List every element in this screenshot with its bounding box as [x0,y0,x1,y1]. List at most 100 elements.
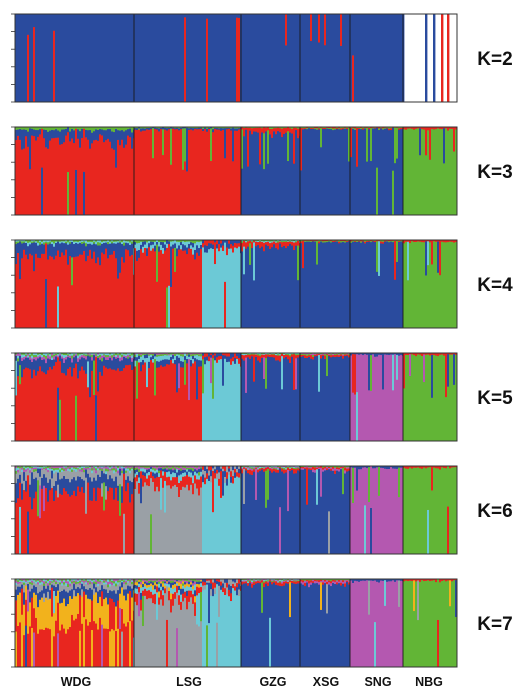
ancestry-segment [253,468,256,470]
ancestry-segment [33,14,36,28]
ancestry-segment [45,243,48,280]
ancestry-segment [192,363,195,442]
ancestry-segment [37,584,40,594]
ancestry-segment [67,353,70,355]
ancestry-segment [136,466,139,468]
ancestry-segment [285,353,288,355]
individual-bar [220,14,223,103]
ancestry-segment [121,243,124,258]
ancestry-segment [91,258,94,329]
ancestry-segment [63,589,66,599]
ancestry-segment [160,240,163,242]
ancestry-segment [47,127,50,132]
ancestry-segment [176,353,179,355]
ancestry-segment [447,506,450,555]
ancestry-segment [172,127,175,129]
ancestry-segment [53,243,56,247]
ancestry-segment [81,240,84,242]
ancestry-segment [261,354,264,358]
ancestry-segment [204,477,207,485]
ancestry-segment [35,14,38,103]
ancestry-segment [348,470,351,555]
ancestry-segment [37,354,40,357]
ancestry-segment [194,468,197,472]
individual-bar [348,14,351,103]
ancestry-segment [295,353,298,355]
ancestry-segment [340,240,343,243]
ancestry-segment [198,354,201,357]
ancestry-segment [61,242,64,253]
ancestry-segment [289,243,292,329]
ancestry-segment [67,240,70,243]
ancestry-segment [328,467,331,470]
ancestry-segment [421,466,424,469]
individual-bar [119,14,122,103]
ancestry-segment [435,355,438,442]
ancestry-segment [67,356,70,369]
ancestry-segment [202,474,205,483]
ancestry-segment [19,474,22,483]
ancestry-segment [134,473,137,478]
ancestry-segment [131,355,134,358]
ancestry-segment [17,497,20,555]
ancestry-segment [174,469,177,474]
ancestry-segment [33,478,36,499]
individual-bar [427,240,430,329]
individual-bar [21,466,24,555]
ancestry-segment [352,128,355,216]
individual-bar [111,127,114,216]
individual-bar [241,14,244,103]
ancestry-segment [396,353,399,355]
ancestry-segment [146,242,149,249]
ancestry-segment [148,468,151,473]
ancestry-segment [431,354,434,398]
individual-bar [312,127,315,216]
ancestry-segment [234,247,237,329]
ancestry-segment [45,579,48,581]
ancestry-segment [83,14,86,103]
individual-bar [306,14,309,103]
ancestry-segment [136,127,139,129]
ancestry-segment [204,252,207,329]
ancestry-segment [308,356,311,442]
ancestry-segment [370,240,373,243]
ancestry-segment [212,127,215,130]
individual-bar [400,353,403,442]
ancestry-segment [269,466,272,468]
ancestry-segment [17,241,20,244]
ancestry-segment [123,355,126,357]
ancestry-segment [180,240,183,243]
ancestry-segment [49,628,52,668]
ancestry-segment [144,127,147,129]
ancestry-segment [156,486,159,555]
ancestry-segment [411,128,414,216]
ancestry-segment [47,469,50,473]
individual-bar [259,466,262,555]
ancestry-segment [269,128,272,135]
ancestry-segment [93,466,96,469]
ancestry-segment [85,466,88,468]
ancestry-segment [115,469,118,472]
individual-bar [411,466,414,555]
individual-bar [287,127,290,216]
ancestry-segment [67,14,70,103]
ancestry-segment [81,243,84,255]
ancestry-segment [113,243,116,251]
ancestry-segment [198,495,201,555]
ancestry-segment [200,353,203,357]
ancestry-segment [123,356,126,369]
ancestry-segment [281,467,284,469]
ancestry-segment [398,466,401,468]
individual-bar [322,240,325,329]
individual-bar [21,127,24,216]
ancestry-segment [378,240,381,276]
individual-bar [93,240,96,329]
individual-bar [423,466,426,555]
individual-bar [382,14,385,103]
individual-bar [380,14,383,103]
individual-bar [386,353,389,442]
ancestry-segment [73,469,76,478]
ancestry-segment [427,264,430,329]
ancestry-segment [392,353,395,355]
ancestry-segment [119,242,122,273]
